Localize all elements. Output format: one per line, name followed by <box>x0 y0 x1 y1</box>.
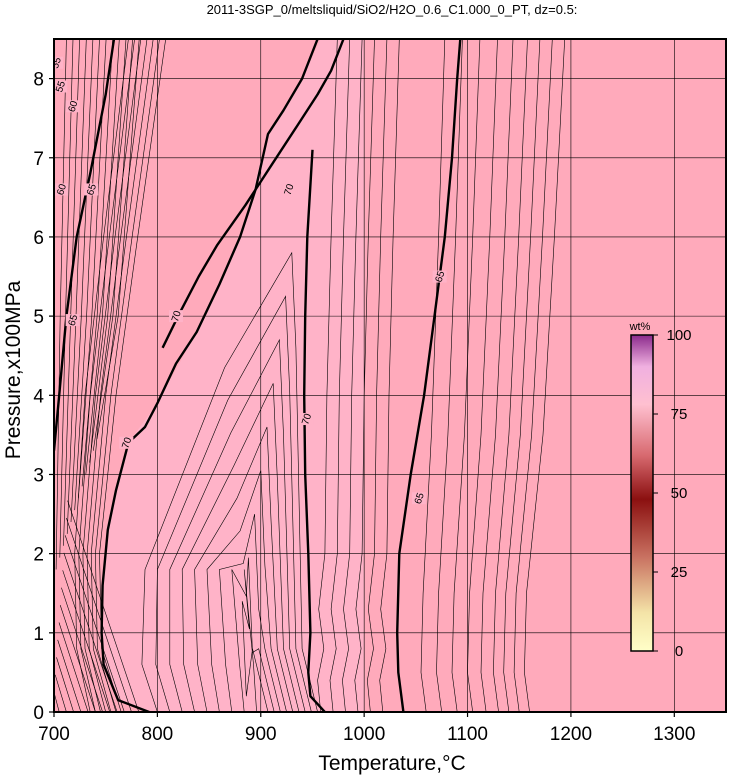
y-tick-label-5: 5 <box>33 307 44 328</box>
colorbar-label: wt% <box>629 321 651 333</box>
contour-label-5: 65 <box>67 313 81 327</box>
main-contour-65-4 <box>396 39 462 712</box>
main-contour-70-1 <box>100 39 319 712</box>
plot-frame <box>53 38 727 713</box>
y-tick-label-3: 3 <box>33 465 44 486</box>
minor-contour-line-54 <box>524 39 565 712</box>
minor-contour-line-39 <box>241 569 269 712</box>
minor-contour-line-42 <box>342 39 363 712</box>
x-tick-label-3: 1000 <box>343 724 385 745</box>
y-tick-label-8: 8 <box>33 70 44 91</box>
minor-contour-line-31 <box>141 251 318 712</box>
y-tick-label-0: 0 <box>33 703 44 724</box>
minor-contour-line-52 <box>503 39 541 712</box>
minor-contour-line-35 <box>194 426 294 712</box>
minor-contour-line-33 <box>169 338 306 712</box>
main-contour-70-2 <box>161 39 345 349</box>
x-axis-label: Temperature,°C <box>318 752 465 775</box>
minor-contour-line-45 <box>379 39 400 712</box>
inner-region-fill <box>101 39 365 712</box>
contour-label-bg-2 <box>65 100 80 113</box>
contour-label-8: 70 <box>283 182 297 196</box>
plot-area: 55 55 60 60 65 65 70 70 70 70 65 65 <box>50 39 726 712</box>
x-tick-label-6: 1300 <box>653 724 695 745</box>
chart-title: 2011-3SGP_0/meltsliquid/SiO2/H2O_0.6_C1.… <box>207 2 578 17</box>
colorbar-tick-label-4: 100 <box>666 327 691 344</box>
minor-contour-line-40 <box>317 39 338 712</box>
y-tick-label-7: 7 <box>33 149 44 170</box>
contour-label-group: 55 55 60 60 65 65 70 70 70 70 65 65 <box>50 56 448 506</box>
y-axis-ticks: 0 1 2 3 4 5 6 7 8 <box>33 70 54 724</box>
contour-label-3: 60 <box>55 182 69 196</box>
contour-label-0: 55 <box>50 56 64 70</box>
contour-label-2: 60 <box>67 99 81 113</box>
colorbar-ticks: 0 25 50 75 100 <box>653 327 692 660</box>
minor-contour-line-38 <box>231 557 275 712</box>
y-axis-label: Pressure,x100MPa <box>2 280 25 459</box>
minor-contour-line-36 <box>206 470 287 712</box>
contour-label-bg-6 <box>119 436 134 449</box>
minor-contour-line-16 <box>58 622 89 712</box>
contour-label-bg-4 <box>84 183 99 196</box>
x-tick-label-5: 1200 <box>550 724 592 745</box>
x-tick-label-0: 700 <box>38 724 70 745</box>
contour-label-11: 65 <box>413 491 427 505</box>
minor-contour-line-32 <box>155 295 312 712</box>
minor-contour-line-50 <box>480 39 514 712</box>
contour-label-bg-7 <box>168 310 183 323</box>
minor-contour-line-17 <box>59 605 96 712</box>
contour-label-bg-8 <box>281 183 296 196</box>
contour-label-10: 65 <box>434 269 448 283</box>
y-tick-label-6: 6 <box>33 228 44 249</box>
minor-contour-line-41 <box>329 39 350 712</box>
x-tick-label-4: 1100 <box>447 724 488 745</box>
minor-contour-line-51 <box>493 39 528 712</box>
minor-contour-line-19 <box>62 570 111 712</box>
contour-label-bg-9 <box>299 413 314 426</box>
minor-contour-line-46 <box>420 39 446 712</box>
colorbar-gradient <box>630 334 654 652</box>
minor-contour-line-48 <box>451 39 481 712</box>
contour-label-1: 55 <box>54 79 68 93</box>
grid-lines <box>54 39 726 712</box>
colorbar-tick-label-2: 50 <box>671 485 688 502</box>
contour-label-6: 70 <box>120 436 134 450</box>
main-contour-group <box>54 39 462 712</box>
contour-label-bg-1 <box>54 80 68 93</box>
main-contour-65-0 <box>54 39 116 451</box>
minor-contour-line-53 <box>513 39 553 712</box>
contour-label-bg-11 <box>411 492 426 505</box>
colorbar: wt% 0 25 50 75 100 <box>629 321 692 660</box>
minor-contour-line-47 <box>436 39 463 712</box>
contour-label-bg-10 <box>432 270 447 283</box>
x-tick-label-2: 900 <box>245 724 277 745</box>
minor-contour-line-15 <box>57 639 82 712</box>
y-tick-label-1: 1 <box>33 624 44 645</box>
minor-contour-line-43 <box>354 39 375 712</box>
y-tick-label-4: 4 <box>33 386 44 407</box>
colorbar-tick-label-3: 75 <box>671 406 688 423</box>
contour-label-bg-5 <box>65 314 80 327</box>
x-axis-ticks: 700 800 900 1000 1100 1200 1300 <box>38 712 695 745</box>
minor-contour-line-44 <box>366 39 388 712</box>
contour-label-7: 70 <box>170 309 184 323</box>
minor-contour-line-34 <box>181 383 300 712</box>
minor-contour-line-13 <box>54 674 67 712</box>
y-tick-label-2: 2 <box>33 545 44 566</box>
contour-label-bg-3 <box>54 183 69 196</box>
minor-contour-line-14 <box>56 657 74 712</box>
contour-label-9: 70 <box>300 412 314 426</box>
contour-label-bg-0 <box>54 56 64 69</box>
main-contour-70-3 <box>303 149 326 712</box>
colorbar-tick-label-0: 0 <box>675 643 683 660</box>
minor-contour-line-37 <box>219 514 281 712</box>
colorbar-tick-label-1: 25 <box>671 564 688 581</box>
minor-contour-line-49 <box>467 39 498 712</box>
x-tick-label-1: 800 <box>142 724 174 745</box>
contour-label-4: 65 <box>85 182 99 196</box>
minor-contour-line-22 <box>66 517 132 712</box>
